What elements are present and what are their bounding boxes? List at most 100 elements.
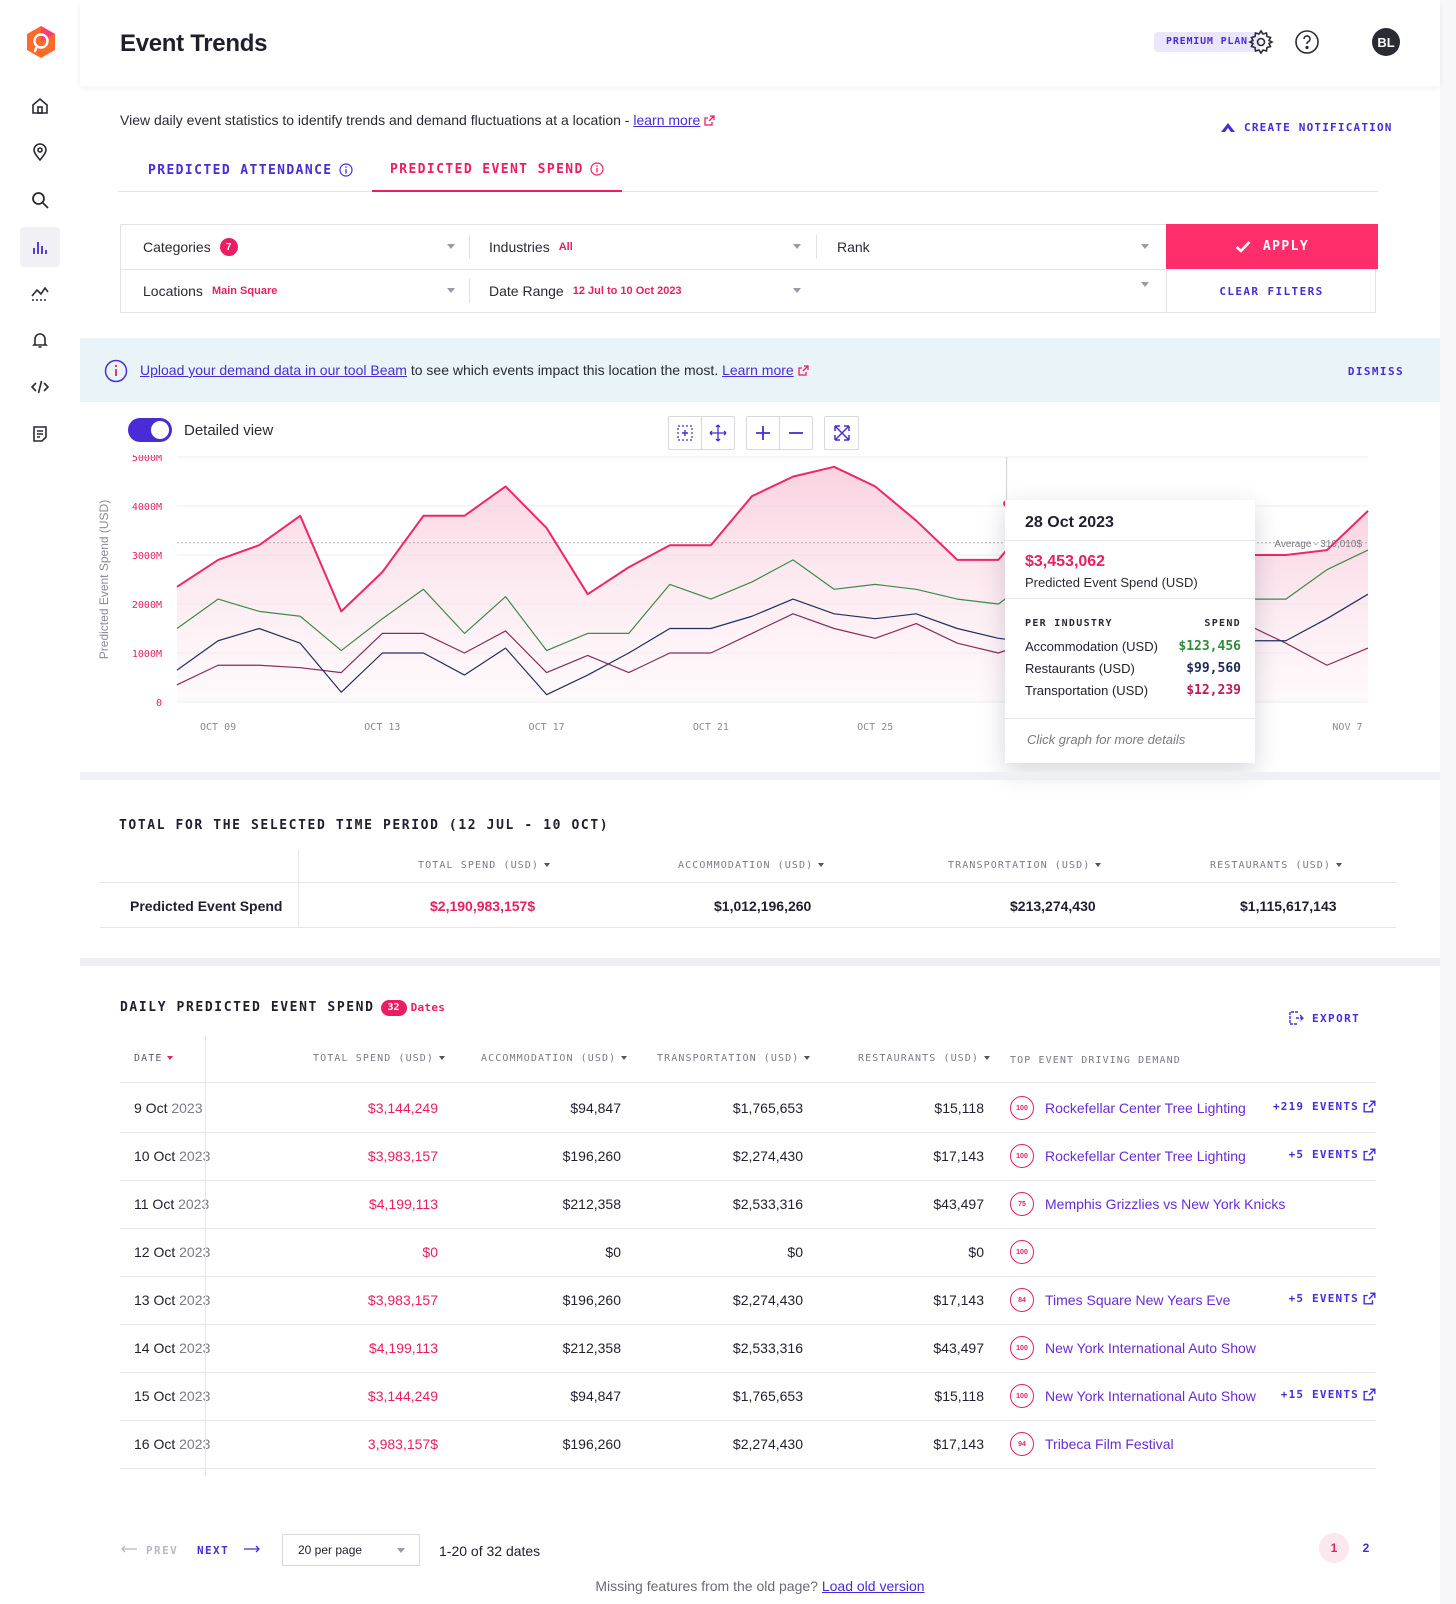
rank-filter[interactable]: Rank	[837, 225, 1163, 269]
apply-button[interactable]: APPLY	[1166, 224, 1378, 269]
event-spend-chart[interactable]: 5000M 4000M 3000M 2000M 1000M 0 Predicted Even…	[80, 455, 1440, 765]
zoom-out-button[interactable]	[780, 417, 813, 449]
top-event-link[interactable]: Memphis Grizzlies vs New York Knicks	[1045, 1196, 1286, 1212]
categories-filter[interactable]: Categories 7	[143, 225, 469, 269]
external-link-icon	[1363, 1100, 1376, 1113]
nav-docs-icon[interactable]	[20, 414, 60, 454]
upload-beam-link[interactable]: Upload your demand data in our tool Beam	[140, 362, 407, 378]
create-notification-button[interactable]: CREATE NOTIFICATION	[1220, 120, 1393, 134]
empty-filter-slot[interactable]	[837, 263, 1163, 307]
row-transportation: $2,274,430	[732, 1148, 803, 1164]
top-event-link[interactable]: Rockefellar Center Tree Lighting	[1045, 1100, 1246, 1116]
nav-api-icon[interactable]	[20, 367, 60, 407]
table-row[interactable]: 12 Oct 2023 $0 $0 $0 $0 100	[120, 1228, 1376, 1277]
header: Event Trends PREMIUM PLAN BL	[80, 0, 1440, 86]
table-row[interactable]: 15 Oct 2023 $3,144,249 $94,847 $1,765,653 $1…	[120, 1372, 1376, 1421]
more-events-link[interactable]: +15 EVENTS	[1281, 1388, 1376, 1401]
page-1-button[interactable]: 1	[1319, 1533, 1349, 1563]
totals-header-transportation[interactable]: TRANSPORTATION (USD)	[948, 860, 1102, 871]
row-restaurants: $43,497	[933, 1196, 984, 1212]
sidebar	[0, 0, 80, 1604]
totals-header-restaurants[interactable]: RESTAURANTS (USD)	[1210, 860, 1343, 871]
nav-location-icon[interactable]	[20, 132, 60, 172]
pan-button[interactable]	[702, 417, 735, 449]
table-row[interactable]: 9 Oct 2023 $3,144,249 $94,847 $1,765,653 $15…	[120, 1084, 1376, 1133]
export-button[interactable]: EXPORT	[1288, 1010, 1360, 1026]
zoom-selection-button[interactable]	[669, 417, 702, 449]
tooltip-value: $3,453,062	[1025, 553, 1106, 570]
help-icon[interactable]	[1294, 29, 1320, 55]
totals-header-accommodation[interactable]: ACCOMMODATION (USD)	[678, 860, 825, 871]
top-event-link[interactable]: Times Square New Years Eve	[1045, 1292, 1231, 1308]
next-page-button[interactable]: NEXT	[197, 1544, 261, 1557]
locations-filter[interactable]: Locations Main Square	[143, 269, 469, 313]
col-transportation[interactable]: TRANSPORTATION (USD)	[657, 1053, 811, 1064]
page-2-button[interactable]: 2	[1362, 1541, 1370, 1555]
info-icon[interactable]	[338, 163, 353, 177]
top-event-link[interactable]: Rockefellar Center Tree Lighting	[1045, 1148, 1246, 1164]
nav-trends-icon[interactable]	[20, 273, 60, 313]
row-restaurants: $43,497	[933, 1340, 984, 1356]
categories-count-badge: 7	[219, 238, 238, 256]
settings-gear-icon[interactable]	[1248, 29, 1274, 55]
table-row[interactable]: 14 Oct 2023 $4,199,113 $212,358 $2,533,316 $…	[120, 1324, 1376, 1373]
more-events-link[interactable]: +219 EVENTS	[1273, 1100, 1376, 1113]
date-range-filter[interactable]: Date Range 12 Jul to 10 Oct 2023	[489, 269, 815, 313]
top-event-link[interactable]: Tribeca Film Festival	[1045, 1436, 1174, 1452]
learn-more-link[interactable]: learn more	[633, 112, 701, 128]
dismiss-button[interactable]: DISMISS	[1347, 365, 1404, 378]
detailed-view-toggle[interactable]	[128, 418, 172, 442]
row-transportation: $1,765,653	[732, 1100, 803, 1116]
info-circle-icon	[104, 359, 128, 383]
more-events-link[interactable]: +5 EVENTS	[1289, 1292, 1376, 1305]
y-tick-label: 4000M	[132, 502, 162, 513]
industries-value: All	[558, 241, 573, 253]
app-logo[interactable]	[25, 25, 57, 59]
info-icon[interactable]	[590, 162, 604, 176]
x-tick-label: OCT 09	[200, 722, 236, 733]
row-date: 15 Oct 2023	[134, 1388, 211, 1404]
tab-predicted-attendance[interactable]: PREDICTED ATTENDANCE	[148, 148, 353, 192]
col-restaurants[interactable]: RESTAURANTS (USD)	[858, 1053, 991, 1064]
table-row[interactable]: 11 Oct 2023 $4,199,113 $212,358 $2,533,316 $…	[120, 1180, 1376, 1229]
rank-badge: 75	[1010, 1192, 1034, 1216]
col-accommodation[interactable]: ACCOMMODATION (USD)	[481, 1053, 628, 1064]
row-date: 12 Oct 2023	[134, 1244, 211, 1260]
banner-learn-more-link[interactable]: Learn more	[722, 362, 794, 378]
row-date: 13 Oct 2023	[134, 1292, 211, 1308]
load-old-version-link[interactable]: Load old version	[821, 1578, 925, 1594]
row-total-spend: $3,144,249	[367, 1100, 438, 1116]
reset-zoom-button[interactable]	[825, 417, 858, 449]
external-link-icon	[797, 365, 809, 376]
chevron-down-icon	[447, 244, 455, 249]
industry-name: Transportation (USD)	[1025, 683, 1149, 698]
table-row[interactable]: 13 Oct 2023 $3,983,157 $196,260 $2,274,430 $…	[120, 1276, 1376, 1325]
industries-filter[interactable]: Industries All	[489, 225, 815, 269]
nav-notifications-icon[interactable]	[20, 320, 60, 360]
industry-spend: $12,239	[1186, 683, 1241, 698]
box-zoom-icon	[677, 425, 693, 441]
top-event-link[interactable]: New York International Auto Show	[1045, 1388, 1256, 1404]
nav-home-icon[interactable]	[20, 86, 60, 126]
col-date[interactable]: DATE	[134, 1053, 174, 1064]
row-restaurants: $15,118	[934, 1388, 984, 1404]
row-accommodation: $196,260	[562, 1148, 621, 1164]
nav-analytics-icon[interactable]	[20, 227, 60, 267]
nav-search-icon[interactable]	[20, 180, 60, 220]
clear-filters-button[interactable]: CLEAR FILTERS	[1166, 269, 1376, 313]
per-page-select[interactable]: 20 per page	[282, 1534, 420, 1566]
rank-badge: 100	[1010, 1144, 1034, 1168]
totals-header-total[interactable]: TOTAL SPEND (USD)	[418, 860, 551, 871]
banner-text: Upload your demand data in our tool Beam…	[140, 362, 809, 378]
prev-page-button[interactable]: PREV	[120, 1544, 178, 1557]
table-row[interactable]: 10 Oct 2023 $3,983,157 $196,260 $2,274,430 $…	[120, 1132, 1376, 1181]
plus-icon	[755, 426, 770, 440]
more-events-link[interactable]: +5 EVENTS	[1289, 1148, 1376, 1161]
top-event-link[interactable]: New York International Auto Show	[1045, 1340, 1256, 1356]
tab-predicted-event-spend[interactable]: PREDICTED EVENT SPEND	[372, 148, 622, 192]
average-label: Average - 310,010$	[1274, 539, 1362, 550]
user-avatar[interactable]: BL	[1372, 28, 1400, 56]
col-total-spend[interactable]: TOTAL SPEND (USD)	[313, 1053, 446, 1064]
zoom-in-button[interactable]	[747, 417, 780, 449]
table-row[interactable]: 16 Oct 2023 3,983,157$ $196,260 $2,274,430 $…	[120, 1420, 1376, 1469]
